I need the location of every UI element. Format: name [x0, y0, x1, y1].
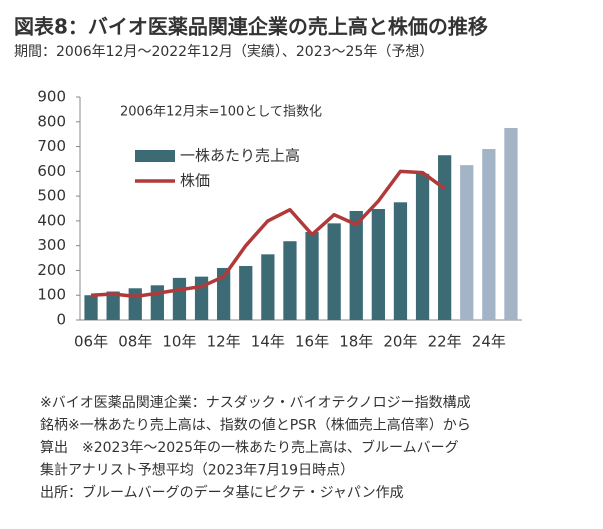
bar	[261, 254, 275, 320]
x-tick-label: 12年	[207, 333, 241, 351]
y-tick-label: 800	[37, 112, 66, 130]
y-tick-label: 200	[37, 261, 66, 279]
bar	[239, 265, 253, 320]
bar	[460, 165, 474, 320]
y-tick-label: 400	[37, 211, 66, 229]
chart-subtitle: 期間：2006年12月～2022年12月（実績）、2023～25年（予想）	[14, 44, 433, 60]
x-tick-label: 24年	[472, 333, 506, 351]
bar	[349, 210, 363, 320]
y-tick-label: 700	[37, 137, 66, 155]
bar	[217, 267, 231, 320]
note: 算出 ※2023年～2025年の一株あたり売上高は、ブルームバーグ	[40, 439, 459, 456]
legend-swatch	[135, 150, 175, 162]
y-tick-label: 500	[37, 187, 66, 205]
x-tick-label: 10年	[162, 333, 196, 351]
note: ※バイオ医薬品関連企業：ナスダック・バイオテクノロジー指数構成	[40, 394, 471, 411]
y-tick-label: 0	[56, 311, 66, 329]
bar	[283, 241, 297, 320]
line	[90, 169, 446, 299]
bar	[150, 285, 164, 320]
note: 銘柄※一株あたり売上高は、指数の値とPSR（株価売上高倍率）から	[40, 417, 471, 434]
y-tick-label: 900	[37, 88, 66, 106]
bar	[438, 155, 452, 320]
note: 集計アナリスト予想平均（2023年7月19日時点）	[40, 462, 354, 479]
bar	[482, 149, 496, 320]
y-tick-label: 600	[37, 162, 66, 180]
y-tick-label: 300	[37, 236, 66, 254]
annotation: 2006年12月末=100として指数化	[120, 105, 322, 120]
bar	[172, 277, 187, 320]
bar	[393, 202, 408, 320]
x-tick-label: 20年	[383, 333, 417, 351]
bar	[106, 291, 120, 320]
legend-label: 株価	[180, 172, 210, 190]
chart-title: 図表8：バイオ医薬品関連企業の売上高と株価の推移	[14, 15, 488, 39]
bar	[305, 232, 319, 320]
bar	[327, 223, 341, 320]
x-tick-label: 14年	[251, 333, 285, 351]
note: 出所：ブルームバーグのデータ基にピクテ・ジャパン作成	[40, 484, 404, 501]
x-tick-label: 06年	[74, 333, 108, 351]
bar	[84, 295, 98, 320]
x-tick-label: 08年	[118, 333, 152, 351]
bar	[415, 173, 430, 320]
legend-label: 一株あたり売上高	[180, 147, 300, 165]
y-tick-label: 100	[37, 286, 66, 304]
x-tick-label: 18年	[339, 333, 373, 351]
bar	[371, 208, 385, 320]
bar	[504, 127, 518, 320]
x-tick-label: 22年	[428, 333, 462, 351]
x-tick-label: 16年	[295, 333, 329, 351]
bar	[128, 288, 142, 320]
